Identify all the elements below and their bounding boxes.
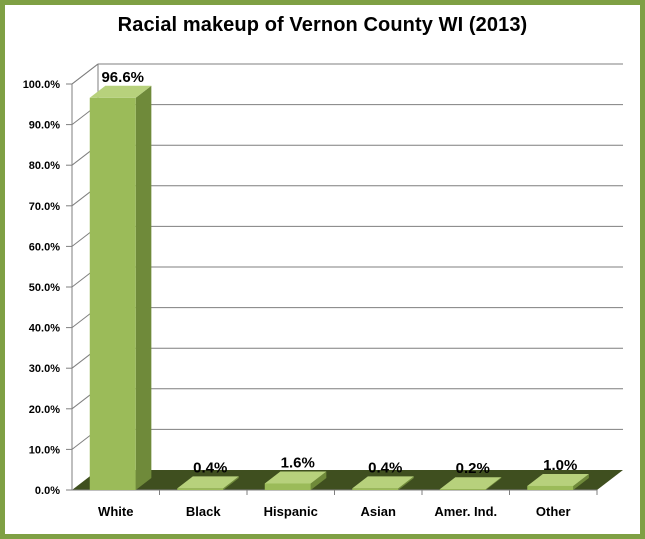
bar-front xyxy=(439,489,486,490)
y-tick-label: 10.0% xyxy=(29,444,60,456)
y-tick-label: 50.0% xyxy=(29,282,60,294)
gridlines xyxy=(71,63,623,450)
bar-white xyxy=(89,85,152,490)
bar-top xyxy=(264,471,327,484)
x-tick-label: Black xyxy=(186,504,221,519)
x-tick-label: Amer. Ind. xyxy=(434,504,497,519)
y-tick-label: 20.0% xyxy=(29,404,60,416)
bar-front xyxy=(352,488,399,490)
side-wall-top-edge xyxy=(71,63,99,85)
chart-title: Racial makeup of Vernon County WI (2013) xyxy=(117,14,528,36)
y-tick-label: 0.0% xyxy=(35,485,60,497)
bar-side xyxy=(223,476,239,490)
y-tick-label: 40.0% xyxy=(29,323,60,335)
bar-side xyxy=(310,471,327,490)
bar-other xyxy=(527,473,589,490)
bar-top xyxy=(439,477,502,490)
bars xyxy=(89,85,589,490)
data-label: 0.4% xyxy=(193,459,227,476)
x-tick-label: Other xyxy=(536,504,571,519)
x-tick-label: White xyxy=(98,504,133,519)
bar-amer-ind xyxy=(439,477,502,490)
x-tick-label: Hispanic xyxy=(264,504,318,519)
y-tick-label: 30.0% xyxy=(29,363,60,375)
y-axis: 0.0% 10.0% 20.0% 30.0% 40.0% 50.0% 60.0% 70.0% 8… xyxy=(23,63,99,497)
bar-front xyxy=(177,488,224,490)
y-tick-label: 90.0% xyxy=(29,120,60,132)
data-label: 96.6% xyxy=(101,69,144,86)
bar-top xyxy=(89,85,152,98)
bar-asian xyxy=(352,476,414,490)
bar-front xyxy=(527,485,574,490)
bar-black xyxy=(177,476,239,490)
bar-side xyxy=(573,473,589,490)
y-tick-label: 80.0% xyxy=(29,160,60,172)
y-tick-label: 60.0% xyxy=(29,241,60,253)
data-labels: 96.6% 0.4% 1.6% 0.4% 0.2% 1.0% xyxy=(101,69,577,477)
data-label: 0.4% xyxy=(368,459,402,476)
x-tick-label: Asian xyxy=(361,504,396,519)
bar-top xyxy=(177,476,239,489)
data-label: 1.6% xyxy=(281,455,315,472)
bar-top xyxy=(352,476,414,489)
bar-front xyxy=(264,483,311,490)
bar-side xyxy=(485,477,502,490)
bar-side xyxy=(398,476,414,490)
bar-front xyxy=(89,97,136,490)
bar-side xyxy=(135,85,152,490)
bar-hispanic xyxy=(264,471,327,490)
y-tick-label: 100.0% xyxy=(23,79,61,91)
x-axis: White Black Hispanic Asian Amer. Ind. Other xyxy=(98,490,598,519)
y-tick-label: 70.0% xyxy=(29,201,60,213)
data-label: 1.0% xyxy=(543,457,577,474)
data-label: 0.2% xyxy=(456,460,490,477)
bar-top xyxy=(527,473,589,486)
